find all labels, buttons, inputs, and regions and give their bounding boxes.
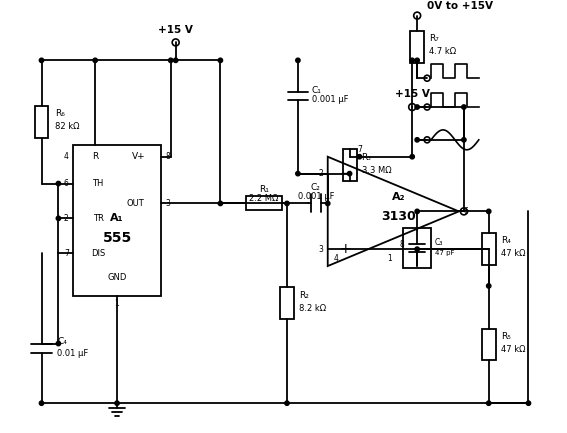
Text: R₇: R₇: [429, 35, 439, 43]
Text: R: R: [92, 152, 98, 161]
Text: +: +: [340, 242, 352, 256]
Circle shape: [486, 401, 491, 405]
Text: 8: 8: [400, 240, 405, 249]
Circle shape: [526, 401, 531, 405]
Text: 2: 2: [64, 214, 69, 223]
Text: 0.01 μF: 0.01 μF: [57, 349, 88, 358]
Bar: [35, 106, 48, 138]
Text: 3.3 MΩ: 3.3 MΩ: [362, 166, 391, 174]
Circle shape: [285, 201, 289, 206]
Circle shape: [93, 58, 98, 62]
Circle shape: [348, 171, 352, 176]
Circle shape: [296, 171, 300, 176]
Text: 0V to +15V: 0V to +15V: [427, 1, 493, 11]
Circle shape: [39, 401, 44, 405]
Circle shape: [56, 341, 61, 346]
Text: R₂: R₂: [299, 291, 309, 300]
Circle shape: [285, 401, 289, 405]
Text: A₁: A₁: [111, 213, 124, 223]
Bar: [482, 329, 496, 360]
Circle shape: [415, 209, 420, 213]
Circle shape: [39, 58, 44, 62]
Text: 6: 6: [463, 207, 468, 216]
Text: 1: 1: [387, 254, 392, 262]
Text: 82 kΩ: 82 kΩ: [56, 123, 80, 131]
Text: 3130: 3130: [381, 210, 416, 223]
Bar: [410, 31, 424, 63]
Text: C₃: C₃: [435, 238, 443, 247]
Circle shape: [168, 58, 173, 62]
Circle shape: [410, 58, 414, 62]
Bar: [246, 197, 282, 210]
Bar: [482, 233, 496, 265]
Text: R₁: R₁: [259, 185, 269, 194]
Text: 47 kΩ: 47 kΩ: [501, 249, 525, 258]
Bar: [403, 228, 431, 268]
Text: OUT: OUT: [126, 199, 144, 208]
Circle shape: [218, 58, 223, 62]
Text: DIS: DIS: [91, 249, 105, 258]
Text: 2: 2: [319, 169, 323, 178]
Text: 555: 555: [103, 231, 132, 245]
Text: 4: 4: [64, 152, 69, 161]
Circle shape: [56, 216, 61, 220]
Text: TH: TH: [92, 179, 104, 188]
Text: 4: 4: [333, 254, 338, 262]
Text: 1: 1: [115, 299, 120, 308]
Text: 7: 7: [357, 145, 362, 154]
Text: 3: 3: [318, 245, 323, 254]
Circle shape: [415, 138, 420, 142]
Circle shape: [415, 247, 420, 251]
Text: 8: 8: [166, 152, 170, 161]
Text: GND: GND: [107, 274, 127, 282]
Text: 0.001 μF: 0.001 μF: [312, 94, 348, 103]
Bar: [280, 288, 294, 319]
Circle shape: [410, 155, 414, 159]
Text: R₆: R₆: [56, 110, 65, 119]
Circle shape: [174, 58, 178, 62]
Text: +15 V: +15 V: [395, 89, 430, 99]
Text: 7: 7: [64, 249, 69, 258]
Circle shape: [296, 58, 300, 62]
Text: 2.2 MΩ: 2.2 MΩ: [249, 194, 279, 203]
Text: A₂: A₂: [392, 193, 405, 203]
Circle shape: [486, 284, 491, 288]
Circle shape: [415, 105, 420, 109]
Circle shape: [462, 105, 466, 109]
Text: TR: TR: [93, 214, 104, 223]
Bar: [342, 149, 357, 181]
Circle shape: [115, 401, 119, 405]
Bar: [73, 145, 161, 296]
Text: 0.001 μF: 0.001 μF: [298, 192, 334, 201]
Text: 8.2 kΩ: 8.2 kΩ: [299, 304, 326, 313]
Text: 4.7 kΩ: 4.7 kΩ: [429, 47, 456, 56]
Text: −: −: [339, 166, 352, 181]
Text: R₃: R₃: [362, 153, 371, 162]
Text: 47 pF: 47 pF: [435, 250, 455, 256]
Text: +15 V: +15 V: [158, 25, 193, 35]
Circle shape: [462, 138, 466, 142]
Text: C₁: C₁: [312, 86, 321, 95]
Text: C₂: C₂: [311, 183, 321, 192]
Circle shape: [415, 58, 420, 62]
Text: V+: V+: [132, 152, 146, 161]
Circle shape: [218, 201, 223, 206]
Text: C₄: C₄: [57, 337, 67, 346]
Text: 6: 6: [64, 179, 69, 188]
Text: R₅: R₅: [501, 332, 510, 341]
Circle shape: [486, 209, 491, 213]
Circle shape: [357, 155, 362, 159]
Text: R₄: R₄: [501, 236, 510, 245]
Circle shape: [56, 181, 61, 186]
Text: 3: 3: [166, 199, 170, 208]
Text: 47 kΩ: 47 kΩ: [501, 345, 525, 354]
Circle shape: [325, 201, 330, 206]
